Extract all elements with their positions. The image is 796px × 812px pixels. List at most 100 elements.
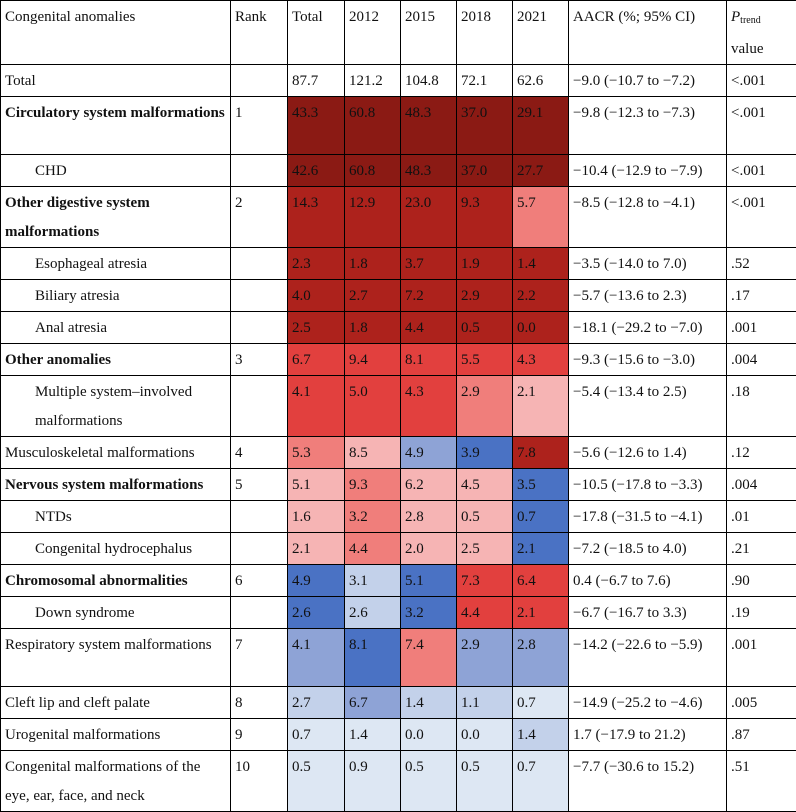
rank-cell [231, 155, 288, 187]
category-cell: CHD [1, 155, 231, 187]
rank-cell [231, 533, 288, 565]
aacr-cell: −10.5 (−17.8 to −3.3) [569, 469, 727, 501]
aacr-cell: −14.2 (−22.6 to −5.9) [569, 629, 727, 687]
value-2018-cell: 1.9 [457, 248, 513, 280]
value-2015-cell: 1.4 [401, 687, 457, 719]
value-2018-cell: 7.3 [457, 565, 513, 597]
category-cell: NTDs [1, 501, 231, 533]
value-2012-cell: 4.4 [345, 533, 401, 565]
value-2015-cell: 48.3 [401, 155, 457, 187]
rank-cell: 7 [231, 629, 288, 687]
value-2015-cell: 7.4 [401, 629, 457, 687]
aacr-cell: −5.7 (−13.6 to 2.3) [569, 280, 727, 312]
total-cell: 14.3 [288, 187, 345, 248]
total-cell: 4.0 [288, 280, 345, 312]
ptrend-cell: .12 [727, 437, 796, 469]
value-2012-cell: 5.0 [345, 376, 401, 437]
category-cell: Biliary atresia [1, 280, 231, 312]
value-2021-cell: 1.4 [513, 248, 569, 280]
value-2021-cell: 2.1 [513, 597, 569, 629]
rank-cell [231, 376, 288, 437]
aacr-cell: 0.4 (−6.7 to 7.6) [569, 565, 727, 597]
value-2015-cell: 0.5 [401, 751, 457, 812]
rank-cell: 10 [231, 751, 288, 812]
ptrend-cell: .001 [727, 629, 796, 687]
value-2015-cell: 4.3 [401, 376, 457, 437]
total-cell: 6.7 [288, 344, 345, 376]
aacr-cell: −9.8 (−12.3 to −7.3) [569, 97, 727, 155]
table-row: Chromosomal abnormalities 6 4.9 3.1 5.1 … [1, 565, 796, 597]
value-2012-cell: 8.5 [345, 437, 401, 469]
value-2018-cell: 37.0 [457, 97, 513, 155]
table-row: Respiratory system malformations 7 4.1 8… [1, 629, 796, 687]
table-row: Circulatory system malformations 1 43.3 … [1, 97, 796, 155]
total-cell: 2.6 [288, 597, 345, 629]
category-cell: Congenital hydrocephalus [1, 533, 231, 565]
category-cell: Anal atresia [1, 312, 231, 344]
ptrend-cell: .87 [727, 719, 796, 751]
category-cell: Congenital malformations of the eye, ear… [1, 751, 231, 812]
ptrend-cell: .52 [727, 248, 796, 280]
value-2012-cell: 12.9 [345, 187, 401, 248]
ptrend-cell: <.001 [727, 97, 796, 155]
aacr-cell: −17.8 (−31.5 to −4.1) [569, 501, 727, 533]
rank-cell: 2 [231, 187, 288, 248]
table-row: Other anomalies 3 6.7 9.4 8.1 5.5 4.3 −9… [1, 344, 796, 376]
aacr-cell: −7.2 (−18.5 to 4.0) [569, 533, 727, 565]
value-2021-cell: 2.2 [513, 280, 569, 312]
category-cell: Respiratory system malformations [1, 629, 231, 687]
total-cell: 2.1 [288, 533, 345, 565]
value-2015-cell: 2.0 [401, 533, 457, 565]
rank-cell: 5 [231, 469, 288, 501]
value-2012-cell: 1.8 [345, 248, 401, 280]
value-2015-cell: 5.1 [401, 565, 457, 597]
total-cell: 42.6 [288, 155, 345, 187]
value-2021-cell: 4.3 [513, 344, 569, 376]
value-2018-cell: 4.4 [457, 597, 513, 629]
aacr-cell: −10.4 (−12.9 to −7.9) [569, 155, 727, 187]
value-2021-cell: 2.8 [513, 629, 569, 687]
value-2012-cell: 9.3 [345, 469, 401, 501]
value-2021-cell: 29.1 [513, 97, 569, 155]
value-2015-cell: 23.0 [401, 187, 457, 248]
value-2021-cell: 0.7 [513, 501, 569, 533]
value-2018-cell: 3.9 [457, 437, 513, 469]
value-2015-cell: 0.0 [401, 719, 457, 751]
aacr-cell: −8.5 (−12.8 to −4.1) [569, 187, 727, 248]
value-2012-cell: 6.7 [345, 687, 401, 719]
ptrend-cell: .005 [727, 687, 796, 719]
ptrend-cell: .01 [727, 501, 796, 533]
header-2012: 2012 [345, 1, 401, 65]
value-2012-cell: 3.1 [345, 565, 401, 597]
category-cell: Cleft lip and cleft palate [1, 687, 231, 719]
table-row: Congenital hydrocephalus 2.1 4.4 2.0 2.5… [1, 533, 796, 565]
value-2012-cell: 2.6 [345, 597, 401, 629]
aacr-cell: −9.3 (−15.6 to −3.0) [569, 344, 727, 376]
value-2018-cell: 9.3 [457, 187, 513, 248]
value-2012-cell: 8.1 [345, 629, 401, 687]
ptrend-cell: .90 [727, 565, 796, 597]
value-2018-cell: 2.9 [457, 280, 513, 312]
category-cell: Esophageal atresia [1, 248, 231, 280]
ptrend-cell: .21 [727, 533, 796, 565]
header-rank: Rank [231, 1, 288, 65]
total-cell: 0.7 [288, 719, 345, 751]
value-2012-cell: 121.2 [345, 65, 401, 97]
category-cell: Musculoskeletal malformations [1, 437, 231, 469]
value-2018-cell: 4.5 [457, 469, 513, 501]
rank-cell [231, 312, 288, 344]
header-ptrend-sub: trend [740, 15, 761, 26]
rank-cell [231, 248, 288, 280]
category-cell: Chromosomal abnormalities [1, 565, 231, 597]
aacr-cell: −7.7 (−30.6 to 15.2) [569, 751, 727, 812]
value-2015-cell: 3.2 [401, 597, 457, 629]
category-cell: Nervous system malformations [1, 469, 231, 501]
value-2018-cell: 0.5 [457, 501, 513, 533]
aacr-cell: −14.9 (−25.2 to −4.6) [569, 687, 727, 719]
value-2021-cell: 2.1 [513, 533, 569, 565]
value-2015-cell: 48.3 [401, 97, 457, 155]
value-2021-cell: 62.6 [513, 65, 569, 97]
table-row: Esophageal atresia 2.3 1.8 3.7 1.9 1.4 −… [1, 248, 796, 280]
header-category: Congenital anomalies [1, 1, 231, 65]
